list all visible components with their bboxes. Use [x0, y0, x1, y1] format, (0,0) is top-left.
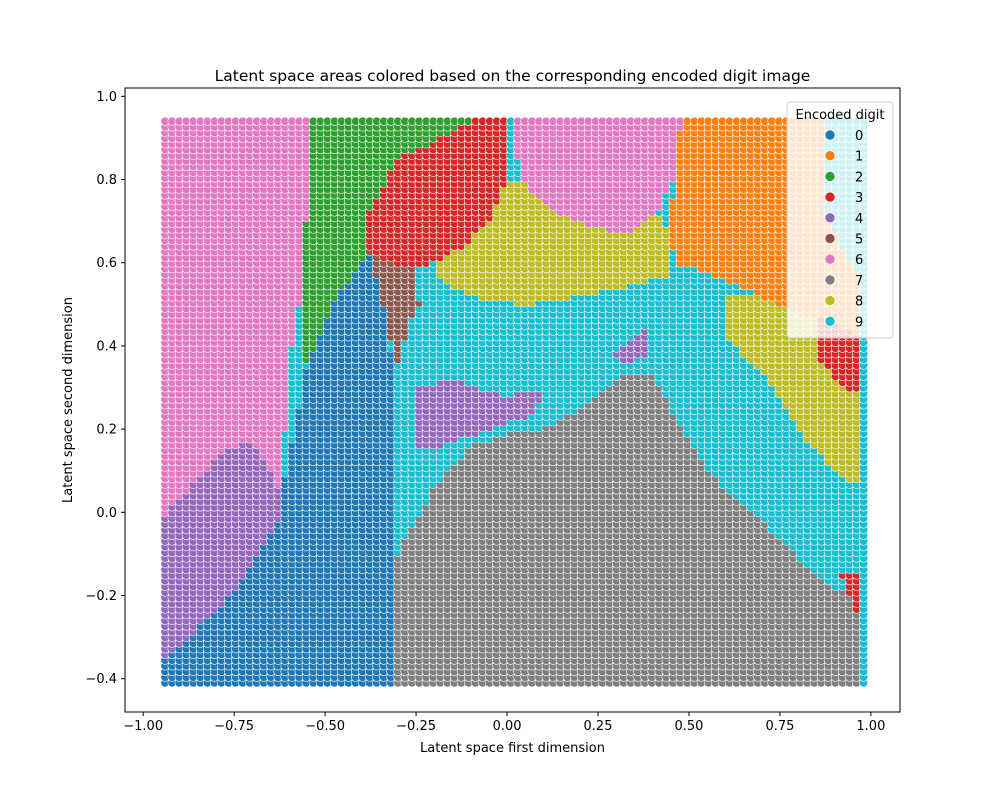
chart-title: Latent space areas colored based on the … [215, 67, 811, 85]
scatter-points-layer [160, 116, 869, 688]
